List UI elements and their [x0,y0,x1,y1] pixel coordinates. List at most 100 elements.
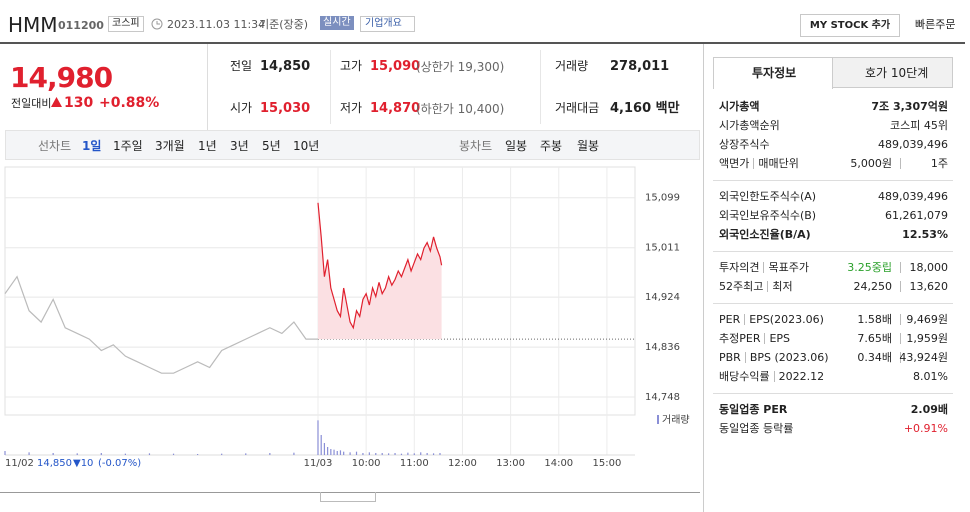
summary-label: 저가 [340,101,363,115]
separator [753,158,755,169]
info-label: 시가총액순위 [719,119,780,132]
footer-pct: (-0.07%) [98,458,141,469]
realtime-badge[interactable]: 실시간 [320,16,354,30]
period-tab[interactable]: 1년 [198,139,217,153]
clock-icon [151,18,163,30]
summary-value: 4,160 백만 [610,101,680,116]
info-value: 5,000원 [850,157,892,170]
info-label: 시가총액 [719,100,760,113]
period-tab[interactable]: 10년 [293,139,320,153]
volume-bar [394,453,396,455]
tab-active[interactable] [713,57,833,89]
candle-tab[interactable]: 월봉 [577,139,600,153]
x-tick-label: 12:00 [448,458,477,469]
info-label: 동일업종 PER [719,403,788,416]
volume-bar [293,452,295,455]
collapse-handle[interactable] [320,492,376,502]
volume-bar [407,452,409,455]
period-tab[interactable]: 3년 [230,139,249,153]
info-label: 외국인보유주식수(B) [719,209,817,222]
volume-bar [333,449,335,455]
volume-bar [339,450,342,455]
info-value: 24,250 [853,280,893,293]
volume-bar [148,453,151,455]
company-info-button[interactable]: 기업개요 [360,16,415,32]
summary-label: 거래량 [555,59,589,73]
separator [744,352,746,363]
volume-bar [52,453,54,455]
info-value: +0.91% [903,422,948,435]
volume-bar [381,453,383,455]
volume-bar [172,453,175,455]
candle-tab[interactable]: 일봉 [505,139,528,153]
info-value: 12.53% [902,228,948,241]
y-tick-label: 15,011 [645,243,680,254]
header-rule [0,42,965,44]
volume-bar [330,449,332,455]
y-tick-label: 14,748 [645,392,680,403]
divider [540,50,541,124]
volume-bar [317,420,319,455]
period-tab[interactable]: 3개월 [155,139,185,153]
info-label: 동일업종 등락률 [719,422,794,435]
info-label: EPS [769,332,791,345]
price-line [317,202,443,330]
y-tick-label: 15,099 [645,193,680,204]
separator [900,333,901,344]
separator [900,352,901,363]
info-label: BPS (2023.06) [749,351,829,364]
info-label: 외국인한도주식수(A) [719,190,817,203]
info-value: 8.01% [913,370,948,383]
separator [900,314,901,325]
period-tab[interactable]: 1일 [82,139,102,153]
info-value: 61,261,079 [885,209,948,222]
info-value: 7.65배 [857,332,892,345]
volume-bar [413,453,415,455]
info-value: 1.58배 [857,313,892,326]
x-tick-label: 11/03 [304,458,333,469]
info-label: 매매단위 [758,157,799,170]
market-badge: 코스피 [108,16,144,32]
volume-bar [343,451,345,455]
info-value: 0.34배 [857,351,892,364]
info-value: 489,039,496 [878,190,948,203]
period-tab[interactable]: 1주일 [113,139,143,153]
volume-bar [362,453,364,455]
info-label: 액면가 [719,157,750,170]
info-label: 투자의견 [719,261,760,274]
candle-tab[interactable]: 주봉 [540,139,563,153]
quick-order[interactable]: 빠른주문 [915,18,956,31]
summary-value: 14,850 [260,59,311,74]
info-value: 13,620 [909,280,949,293]
info-label: 2022.12 [778,370,825,383]
x-tick-label: 11:00 [400,458,429,469]
chart-bottom-rule [0,492,700,493]
volume-bar [320,435,322,455]
legend-label: 거래량 [662,414,690,426]
volume-bar [349,452,351,455]
price-line [4,275,318,374]
volume-bar [327,447,329,455]
invest-tab[interactable]: 호가 10단계 [865,66,929,80]
separator [773,371,775,382]
info-value: 2.09배 [910,403,948,416]
my-stock-button[interactable]: MY STOCK 추가 [800,14,900,37]
info-label: PBR [719,351,741,364]
footer-price: 14,850 [37,458,72,469]
info-value: 9,469원 [906,313,948,326]
datetime: 2023.11.03 11:34 [167,18,266,31]
summary-value: 15,090 [370,59,421,74]
tab-inactive[interactable] [832,57,953,88]
separator [900,281,901,292]
group-rule [713,251,953,252]
info-label: 52주최고 [719,280,764,293]
group-rule [713,393,953,394]
info-label: 목표주가 [768,261,809,274]
invest-tab[interactable]: 투자정보 [752,66,797,80]
x-tick-label: 13:00 [496,458,525,469]
info-label: 배당수익률 [719,370,770,383]
period-tab[interactable]: 5년 [262,139,281,153]
volume-bar [426,453,428,455]
volume-bar [432,453,435,455]
